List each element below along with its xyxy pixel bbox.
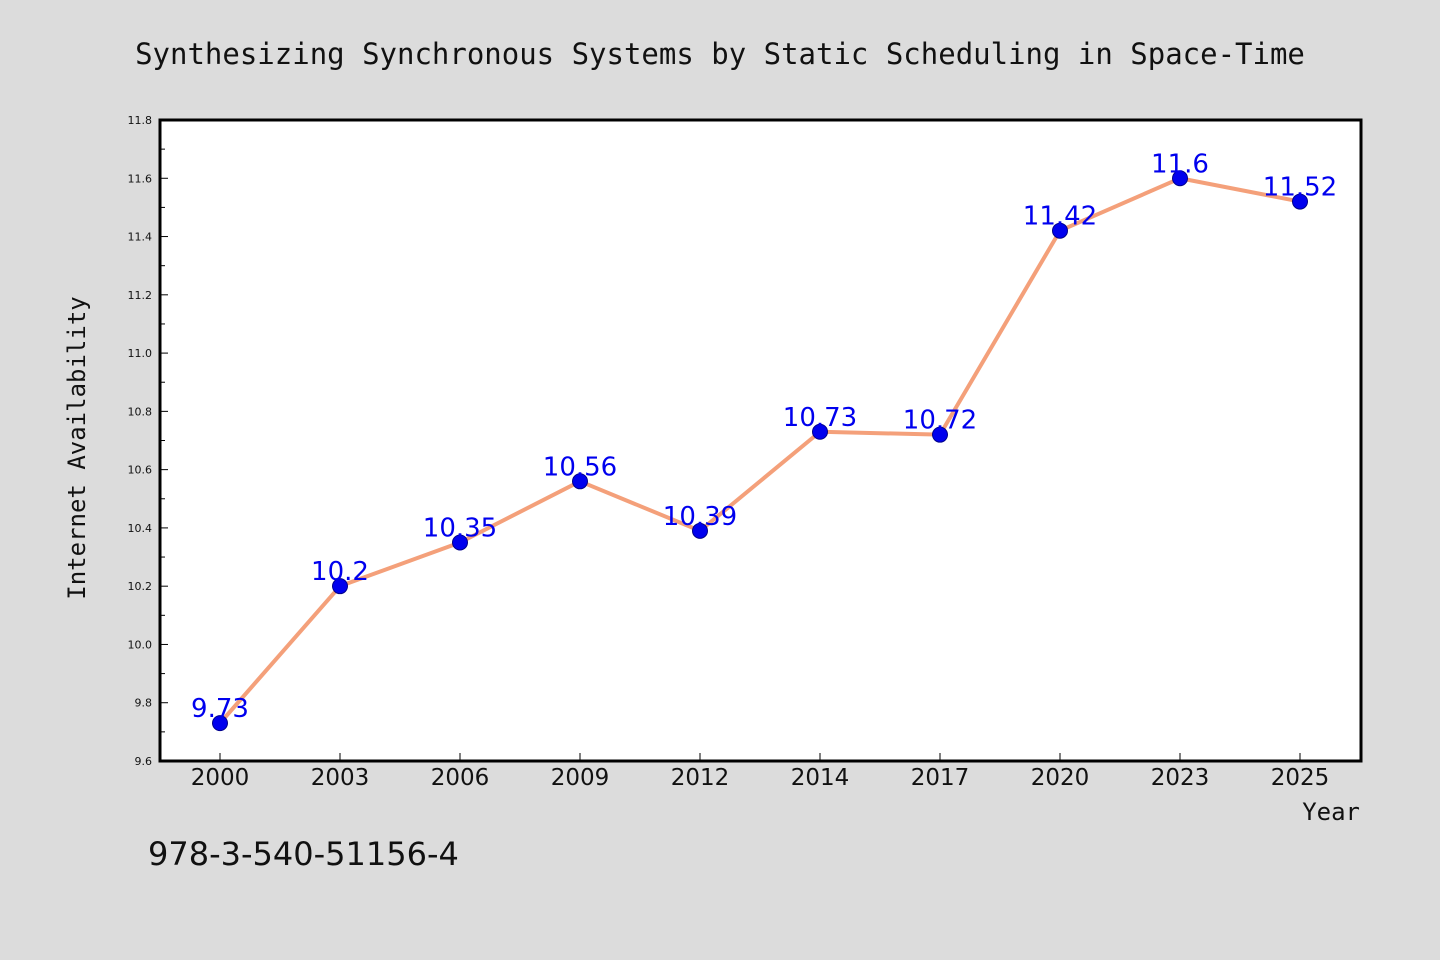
data-point [1172,170,1188,187]
x-tick-label: 2006 [431,765,490,791]
x-tick-label: 2000 [191,765,250,791]
data-label: 11.6 [1151,149,1209,179]
data-point [1292,193,1308,210]
isbn-text: 978-3-540-51156-4 [148,835,459,873]
y-tick-label: 10.0 [128,638,153,651]
chart-title: Synthesizing Synchronous Systems by Stat… [135,37,1305,71]
y-tick-label: 11.8 [128,114,153,127]
x-tick-label: 2020 [1031,765,1090,791]
x-tick-label: 2017 [911,765,970,791]
data-label: 11.42 [1023,202,1097,232]
x-tick-label: 2014 [791,765,850,791]
y-tick-label: 9.8 [135,697,153,710]
y-tick-label: 11.2 [128,289,153,302]
data-label: 10.56 [543,452,617,482]
y-tick-label: 10.6 [128,464,153,477]
x-tick-label: 2025 [1271,765,1330,791]
data-label: 9.73 [191,694,249,724]
data-label: 10.72 [903,406,977,436]
data-label: 10.2 [311,557,369,587]
data-point [572,473,588,490]
data-label: 10.73 [783,403,857,433]
y-tick-label: 10.2 [128,580,153,593]
x-tick-label: 2009 [551,765,610,791]
data-label: 10.35 [423,513,497,543]
data-point [812,423,828,440]
y-axis: 9.6 9.8 10.0 10.2 10.4 10.6 10.8 11.0 11.2 11.4 11… [128,114,168,768]
data-point [212,715,228,732]
x-tick-label: 2003 [311,765,370,791]
data-point [1052,222,1068,239]
x-axis-label: Year [1302,798,1360,826]
x-axis: 2000 2003 2006 2009 2012 2014 2017 2020 2023 2025 [191,753,1330,791]
data-point [692,522,708,539]
data-label: 11.52 [1263,173,1337,203]
y-tick-label: 11.4 [128,231,153,244]
plot-area [158,118,1363,763]
y-tick-label: 9.6 [135,755,153,768]
data-point [332,578,348,595]
data-point [932,426,948,443]
x-tick-label: 2023 [1151,765,1210,791]
y-tick-label: 11.6 [128,172,153,185]
x-tick-label: 2012 [671,765,730,791]
y-tick-label: 10.4 [128,522,153,535]
series-line [218,176,1301,725]
data-label: 10.39 [663,502,737,532]
y-tick-label: 11.0 [128,347,153,360]
y-tick-label: 10.8 [128,405,153,418]
series-layer: 9.73 10.2 10.35 10.56 10.39 10.73 10.72 11.42 11… [191,149,1337,732]
y-axis-label: Internet Availability [63,296,91,599]
data-point [452,534,468,551]
